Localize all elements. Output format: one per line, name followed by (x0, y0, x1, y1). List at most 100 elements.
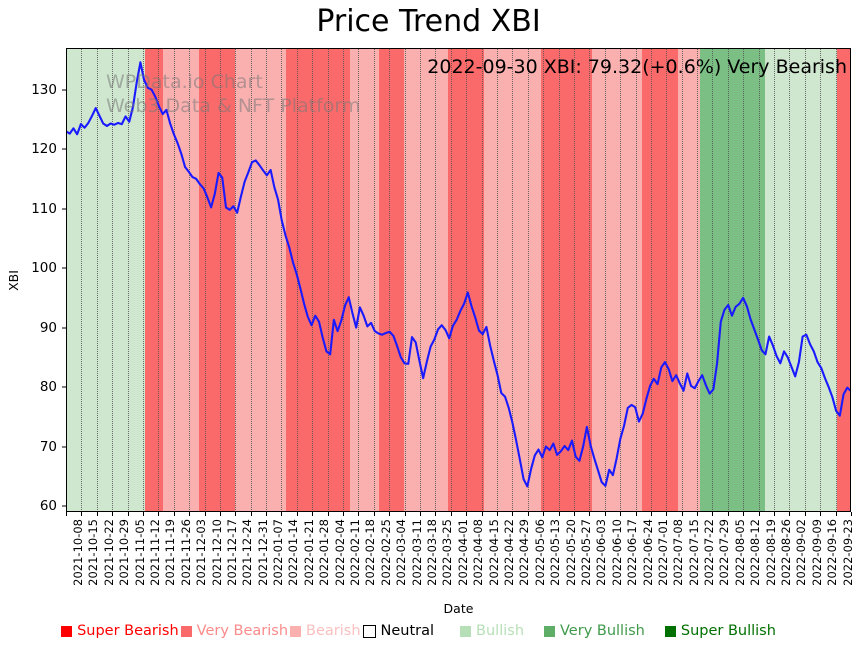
x-tick-mark (604, 512, 606, 516)
x-tick-mark (835, 512, 837, 516)
x-tick-mark (804, 512, 806, 516)
legend-item[interactable]: Super Bearish (61, 623, 179, 639)
legend-item[interactable]: Neutral (362, 623, 435, 639)
x-tick-mark (758, 512, 760, 516)
gridline (743, 48, 745, 512)
gridline (158, 48, 160, 512)
sentiment-band (404, 48, 448, 512)
x-tick-label: 2021-11-26 (178, 519, 193, 586)
x-tick-label: 2021-12-17 (224, 519, 239, 586)
gridline (512, 48, 514, 512)
x-tick-mark (820, 512, 822, 516)
gridline (573, 48, 575, 512)
gridline (697, 48, 699, 512)
x-tick-label: 2022-01-14 (286, 519, 301, 586)
x-tick-label: 2022-01-28 (317, 519, 332, 586)
gridline (389, 48, 391, 512)
legend-swatch (180, 625, 192, 637)
legend-label: Super Bullish (680, 623, 776, 639)
x-tick-label: 2022-03-04 (394, 519, 409, 586)
x-tick-label: 2022-08-26 (779, 519, 794, 586)
x-tick-mark (466, 512, 468, 516)
x-tick-label: 2022-07-29 (717, 519, 732, 586)
x-tick-label: 2022-05-06 (532, 519, 547, 586)
x-tick-mark (743, 512, 745, 516)
y-tick-label: 110 (31, 200, 57, 217)
gridline (835, 48, 837, 512)
x-tick-mark (774, 512, 776, 516)
x-tick-mark (189, 512, 191, 516)
gridline (804, 48, 806, 512)
legend-item[interactable]: Bearish (290, 623, 361, 639)
legend-label: Super Bearish (77, 623, 179, 639)
x-tick-mark (296, 512, 298, 516)
legend-item[interactable]: Very Bullish (544, 623, 645, 639)
x-tick-mark (158, 512, 160, 516)
gridline (112, 48, 114, 512)
gridline (358, 48, 360, 512)
gridline (343, 48, 345, 512)
sentiment-band (447, 48, 484, 512)
sentiment-band (541, 48, 592, 512)
legend-item[interactable]: Very Bearish (180, 623, 288, 639)
x-tick-label: 2022-07-15 (686, 519, 701, 586)
x-tick-label: 2022-07-22 (702, 519, 717, 586)
gridline (250, 48, 252, 512)
x-tick-mark (481, 512, 483, 516)
x-tick-label: 2022-05-20 (563, 519, 578, 586)
x-tick-label: 2022-03-11 (409, 519, 424, 586)
x-tick-label: 2022-08-05 (732, 519, 747, 586)
x-tick-label: 2022-07-08 (671, 519, 686, 586)
x-tick-mark (450, 512, 452, 516)
x-tick-mark (127, 512, 129, 516)
legend-label: Bullish (476, 623, 525, 639)
gridline (604, 48, 606, 512)
x-tick-label: 2021-10-22 (101, 519, 116, 586)
x-tick-label: 2022-04-29 (517, 519, 532, 586)
x-tick-mark (173, 512, 175, 516)
plot-wrapper: WPData.io Chart Web3 Data & NFT Platform… (66, 48, 851, 512)
x-tick-label: 2022-08-19 (763, 519, 778, 586)
x-tick-mark (204, 512, 206, 516)
x-tick-label: 2022-06-03 (594, 519, 609, 586)
y-tick-mark (62, 327, 66, 329)
gridline (235, 48, 237, 512)
x-tick-label: 2021-11-12 (147, 519, 162, 586)
gridline (589, 48, 591, 512)
y-tick-label: 90 (39, 319, 57, 336)
y-tick-label: 80 (39, 379, 57, 396)
price-line-series (66, 48, 851, 512)
gridline (327, 48, 329, 512)
x-tick-label: 2021-10-08 (71, 519, 85, 586)
x-tick-mark (235, 512, 237, 516)
sentiment-band (678, 48, 700, 512)
x-tick-mark (358, 512, 360, 516)
legend-swatch (460, 625, 472, 637)
y-axis: 60 70 80 90 100 110 120 130 (0, 48, 66, 514)
x-tick-mark (589, 512, 591, 516)
gridline (204, 48, 206, 512)
gridline (420, 48, 422, 512)
gridline (820, 48, 822, 512)
gridline (635, 48, 637, 512)
x-axis: 2021-10-08 2021-10-15 2021-10-22 2021-10-29… (66, 512, 857, 612)
gridline (96, 48, 98, 512)
x-tick-label: 2022-04-22 (501, 519, 516, 586)
gridline (281, 48, 283, 512)
gridline (789, 48, 791, 512)
gridline (681, 48, 683, 512)
legend-item[interactable]: Super Bullish (664, 623, 776, 639)
y-tick-mark (62, 267, 66, 269)
legend-label: Neutral (380, 623, 435, 639)
legend-item[interactable]: Bullish (460, 623, 524, 639)
x-tick-label: 2022-09-09 (809, 519, 824, 586)
gridline (712, 48, 714, 512)
x-tick-mark (219, 512, 221, 516)
x-tick-mark (512, 512, 514, 516)
x-axis-title: Date (443, 601, 474, 616)
gridline (435, 48, 437, 512)
x-tick-label: 2022-09-02 (794, 519, 809, 586)
x-tick-mark (635, 512, 637, 516)
x-tick-label: 2022-06-24 (640, 519, 655, 586)
gridline (466, 48, 468, 512)
